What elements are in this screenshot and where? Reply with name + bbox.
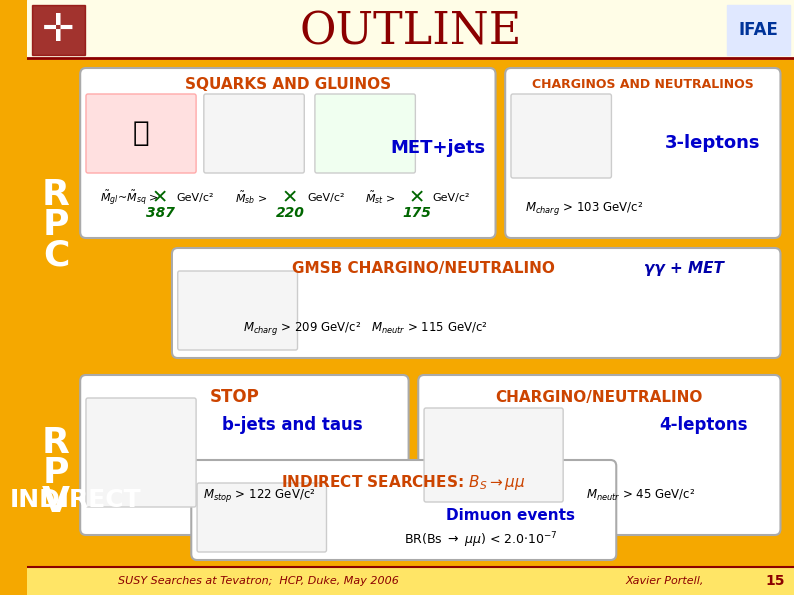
FancyBboxPatch shape — [197, 483, 326, 552]
Text: Dimuon events: Dimuon events — [445, 508, 575, 522]
Text: $\tilde{M}_{gl}$~$\tilde{M}_{sq}$ >: $\tilde{M}_{gl}$~$\tilde{M}_{sq}$ > — [99, 188, 159, 208]
Text: ✕: ✕ — [282, 189, 298, 208]
Text: ✛: ✛ — [41, 11, 75, 49]
Text: ✕: ✕ — [151, 189, 168, 208]
Text: 4-leptons: 4-leptons — [659, 416, 747, 434]
Text: SQUARKS AND GLUINOS: SQUARKS AND GLUINOS — [185, 77, 391, 92]
Text: $\tilde{M}_{st}$ >: $\tilde{M}_{st}$ > — [365, 190, 396, 206]
Bar — [32, 5, 85, 55]
FancyBboxPatch shape — [204, 94, 304, 173]
Text: STOP: STOP — [210, 388, 260, 406]
FancyBboxPatch shape — [86, 398, 196, 507]
Text: $M_{neutr}$ > 45 GeV/c²: $M_{neutr}$ > 45 GeV/c² — [586, 487, 695, 503]
Text: OUTLINE: OUTLINE — [299, 11, 522, 54]
FancyBboxPatch shape — [172, 248, 781, 358]
Text: γγ + MET: γγ + MET — [644, 261, 724, 275]
Bar — [27, 370, 794, 550]
Text: GeV/c²: GeV/c² — [177, 193, 214, 203]
Text: GeV/c²: GeV/c² — [433, 193, 470, 203]
Text: IFAE: IFAE — [738, 21, 778, 39]
FancyBboxPatch shape — [418, 375, 781, 535]
Bar — [727, 5, 790, 55]
FancyBboxPatch shape — [424, 408, 563, 502]
FancyBboxPatch shape — [191, 460, 616, 560]
Text: BR(Bs $\rightarrow$ $\mu\mu$) < 2.0$\cdot$10$^{-7}$: BR(Bs $\rightarrow$ $\mu\mu$) < 2.0$\cdo… — [404, 530, 558, 550]
Text: INDIRECT: INDIRECT — [10, 488, 141, 512]
Text: 387: 387 — [146, 206, 175, 220]
Text: $M_{charg}$ > 103 GeV/c²: $M_{charg}$ > 103 GeV/c² — [525, 199, 642, 217]
Text: Xavier Portell,: Xavier Portell, — [626, 576, 703, 586]
Text: V: V — [42, 486, 70, 519]
FancyBboxPatch shape — [86, 94, 196, 173]
Text: P: P — [43, 456, 69, 490]
Text: SUSY Searches at Tevatron;  HCP, Duke, May 2006: SUSY Searches at Tevatron; HCP, Duke, Ma… — [118, 576, 399, 586]
Text: $M_{charg}$ > 209 GeV/c²   $M_{neutr}$ > 115 GeV/c²: $M_{charg}$ > 209 GeV/c² $M_{neutr}$ > 1… — [243, 320, 488, 337]
Text: INDIRECT SEARCHES: $B_S \rightarrow \mu\mu$: INDIRECT SEARCHES: $B_S \rightarrow \mu\… — [281, 472, 526, 491]
Text: GeV/c²: GeV/c² — [307, 193, 345, 203]
Text: $\tilde{M}_{sb}$ >: $\tilde{M}_{sb}$ > — [235, 190, 268, 206]
Text: 175: 175 — [403, 206, 432, 220]
FancyBboxPatch shape — [505, 68, 781, 238]
Text: 🔴: 🔴 — [133, 119, 149, 147]
FancyBboxPatch shape — [80, 68, 495, 238]
Text: $M_{stop}$ > 122 GeV/c²: $M_{stop}$ > 122 GeV/c² — [202, 487, 315, 503]
Text: MET+jets: MET+jets — [390, 139, 485, 157]
Bar — [27, 0, 794, 58]
Text: R: R — [42, 425, 70, 459]
Bar — [27, 567, 794, 595]
FancyBboxPatch shape — [178, 271, 298, 350]
FancyBboxPatch shape — [80, 375, 409, 535]
Text: ✕: ✕ — [408, 189, 425, 208]
Text: CHARGINO/NEUTRALINO: CHARGINO/NEUTRALINO — [495, 390, 703, 405]
Text: C: C — [43, 238, 69, 272]
Text: 220: 220 — [276, 206, 305, 220]
Text: GMSB CHARGINO/NEUTRALINO: GMSB CHARGINO/NEUTRALINO — [291, 261, 554, 275]
Text: P: P — [43, 208, 69, 242]
Text: 3-leptons: 3-leptons — [665, 134, 761, 152]
Text: CHARGINOS AND NEUTRALINOS: CHARGINOS AND NEUTRALINOS — [532, 77, 754, 90]
FancyBboxPatch shape — [511, 94, 611, 178]
Text: 15: 15 — [766, 574, 785, 588]
Text: R: R — [42, 178, 70, 212]
FancyBboxPatch shape — [315, 94, 415, 173]
Text: b-jets and taus: b-jets and taus — [222, 416, 363, 434]
